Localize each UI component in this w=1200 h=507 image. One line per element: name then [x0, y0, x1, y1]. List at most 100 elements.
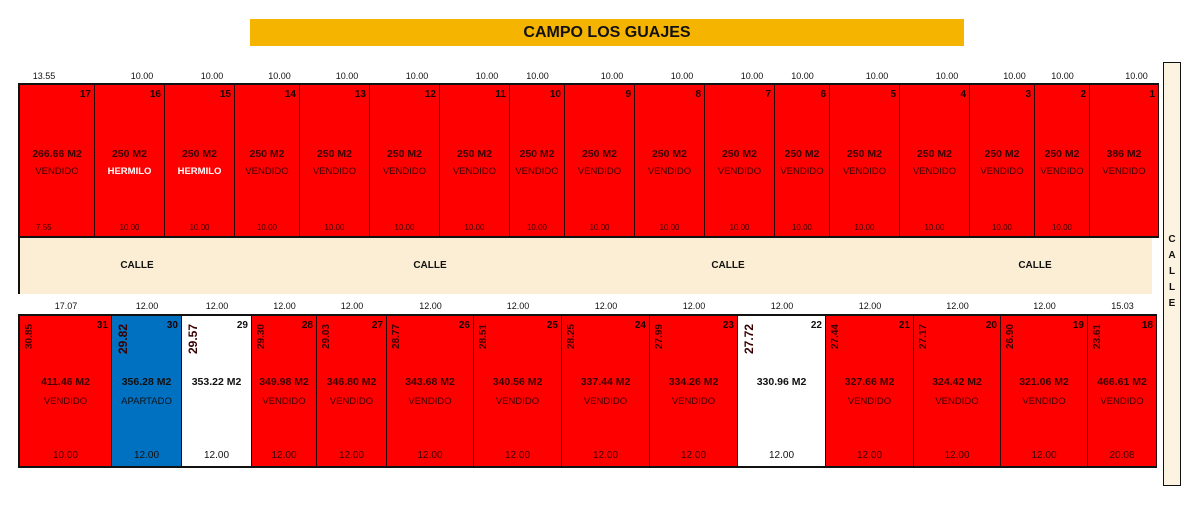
lot-15[interactable]: 15 250 M2 HERMILO 10.00: [165, 85, 235, 236]
lot-status: VENDIDO: [847, 396, 892, 407]
lot-base-dimension: 10.00: [854, 223, 875, 232]
lot-25[interactable]: 25 28.51 340.56 M2 VENDIDO 12.00: [474, 316, 562, 466]
frontage-dimension: 10.00: [740, 71, 764, 81]
lot-status: VENDIDO: [262, 396, 306, 407]
frontage-dimension: 12.00: [682, 301, 706, 311]
lot-16[interactable]: 16 250 M2 HERMILO 10.00: [95, 85, 165, 236]
lot-12[interactable]: 12 250 M2 VENDIDO 10.00: [370, 85, 440, 236]
lot-5[interactable]: 5 250 M2 VENDIDO 10.00: [830, 85, 900, 236]
frontage-dimension: 10.00: [1125, 71, 1148, 81]
plan-title: CAMPO LOS GUAJES: [523, 23, 691, 41]
frontage-dimension: 10.00: [791, 71, 814, 81]
lot-11[interactable]: 11 250 M2 VENDIDO 10.00: [440, 85, 510, 236]
lot-30[interactable]: 30 29.82 356.28 M2 APARTADO 12.00: [112, 316, 182, 466]
lot-22[interactable]: 22 27.72 330.96 M2 12.00: [738, 316, 826, 466]
lot-2[interactable]: 2 250 M2 VENDIDO 10.00: [1035, 85, 1090, 236]
lot-number: 29: [236, 320, 248, 331]
lot-3[interactable]: 3 250 M2 VENDIDO 10.00: [970, 85, 1035, 236]
side-street-label: CALLE: [1166, 234, 1178, 314]
lot-base-dimension: 10.00: [189, 223, 210, 232]
lot-number: 15: [219, 89, 231, 100]
lot-number: 9: [625, 89, 631, 100]
frontage-dimension: 12.00: [205, 301, 229, 311]
lot-status: HERMILO: [107, 166, 152, 177]
lot-depth-dimension: 27.17: [918, 324, 929, 350]
lot-13[interactable]: 13 250 M2 VENDIDO 10.00: [300, 85, 370, 236]
lot-status: VENDIDO: [382, 166, 427, 177]
frontage-dimension: 12.00: [273, 301, 296, 311]
lot-area: 250 M2: [984, 148, 1020, 160]
frontage-dimension: 12.00: [1033, 301, 1056, 311]
lot-depth-dimension: 29.57: [186, 324, 200, 355]
lot-base-dimension: 10.00: [791, 223, 813, 232]
lot-base-dimension: 10.00: [464, 223, 485, 232]
lot-status: VENDIDO: [842, 166, 887, 177]
lot-9[interactable]: 9 250 M2 VENDIDO 10.00: [565, 85, 635, 236]
lot-area: 334.26 M2: [668, 376, 719, 388]
lot-20[interactable]: 20 27.17 324.42 M2 VENDIDO 12.00: [914, 316, 1001, 466]
lot-depth-dimension: 27.99: [654, 324, 665, 350]
lot-23[interactable]: 23 27.99 334.26 M2 VENDIDO 12.00: [650, 316, 738, 466]
lot-number: 1: [1149, 89, 1155, 100]
lot-10[interactable]: 10 250 M2 VENDIDO 10.00: [510, 85, 565, 236]
lot-number: 8: [695, 89, 701, 100]
lot-area: 250 M2: [456, 148, 493, 160]
frontage-dimension: 10.00: [935, 71, 959, 81]
lot-status: VENDIDO: [408, 396, 452, 407]
lot-1[interactable]: 1 386 M2 VENDIDO: [1090, 85, 1159, 236]
lot-number: 20: [985, 320, 997, 331]
lot-base-dimension: 12.00: [768, 450, 795, 461]
lot-number: 5: [890, 89, 896, 100]
lot-base-dimension: 10.00: [659, 223, 680, 232]
frontage-dimension: 10.00: [268, 71, 291, 81]
lot-base-dimension: 10.00: [256, 223, 278, 232]
lot-status: HERMILO: [177, 166, 222, 177]
lot-6[interactable]: 6 250 M2 VENDIDO 10.00: [775, 85, 830, 236]
lot-number: 22: [810, 320, 822, 331]
lot-number: 10: [549, 89, 561, 100]
lot-19[interactable]: 19 26.90 321.06 M2 VENDIDO 12.00: [1001, 316, 1088, 466]
lot-number: 6: [820, 89, 826, 100]
lot-14[interactable]: 14 250 M2 VENDIDO 10.00: [235, 85, 300, 236]
frontage-dimension: 12.00: [340, 301, 364, 311]
side-street: CALLE: [1163, 62, 1181, 486]
lot-status: VENDIDO: [43, 396, 88, 407]
lot-status: APARTADO: [121, 396, 172, 407]
lot-number: 24: [634, 320, 646, 331]
lot-17[interactable]: 17 266.66 M2 VENDIDO 7.55: [20, 85, 95, 236]
frontage-dimension: 12.00: [858, 301, 882, 311]
lot-status: VENDIDO: [980, 166, 1024, 177]
lot-28[interactable]: 28 29.30 349.98 M2 VENDIDO 12.00: [252, 316, 317, 466]
lot-24[interactable]: 24 28.25 337.44 M2 VENDIDO 12.00: [562, 316, 650, 466]
lot-number: 14: [284, 89, 296, 100]
lot-number: 13: [354, 89, 366, 100]
lot-base-dimension: 10.00: [924, 223, 945, 232]
lot-31[interactable]: 31 30.85 411.46 M2 VENDIDO 10.00: [20, 316, 112, 466]
lot-base-dimension: 10.00: [729, 223, 750, 232]
lot-18[interactable]: 18 23.61 466.61 M2 VENDIDO 20.08: [1088, 316, 1157, 466]
lot-4[interactable]: 4 250 M2 VENDIDO 10.00: [900, 85, 970, 236]
lot-base-dimension: 12.00: [592, 450, 619, 461]
lot-status: VENDIDO: [35, 166, 79, 177]
lot-29[interactable]: 29 29.57 353.22 M2 12.00: [182, 316, 252, 466]
lot-21[interactable]: 21 27.44 327.66 M2 VENDIDO 12.00: [826, 316, 914, 466]
lot-26[interactable]: 26 28.77 343.68 M2 VENDIDO 12.00: [387, 316, 474, 466]
lot-status: VENDIDO: [495, 396, 540, 407]
lot-area: 250 M2: [1044, 148, 1080, 160]
bottom-lot-row: 31 30.85 411.46 M2 VENDIDO 10.00 30 29.82 356.2…: [18, 314, 1157, 468]
lot-number: 26: [458, 320, 470, 331]
lot-area: 250 M2: [846, 148, 883, 160]
lot-7[interactable]: 7 250 M2 VENDIDO 10.00: [705, 85, 775, 236]
lot-area: 337.44 M2: [580, 376, 631, 388]
frontage-dimension: 13.55: [32, 71, 56, 81]
lot-8[interactable]: 8 250 M2 VENDIDO 10.00: [635, 85, 705, 236]
lot-area: 250 M2: [316, 148, 353, 160]
lot-base-dimension: 10.00: [119, 223, 140, 232]
lot-area: 330.96 M2: [756, 376, 807, 388]
lot-number: 30: [166, 320, 178, 331]
lot-base-dimension: 10.00: [1051, 223, 1073, 232]
lot-status: VENDIDO: [780, 166, 824, 177]
lot-27[interactable]: 27 29.03 346.80 M2 VENDIDO 12.00: [317, 316, 387, 466]
lot-base-dimension: 20.08: [1109, 450, 1135, 461]
frontage-dimension: 10.00: [670, 71, 694, 81]
